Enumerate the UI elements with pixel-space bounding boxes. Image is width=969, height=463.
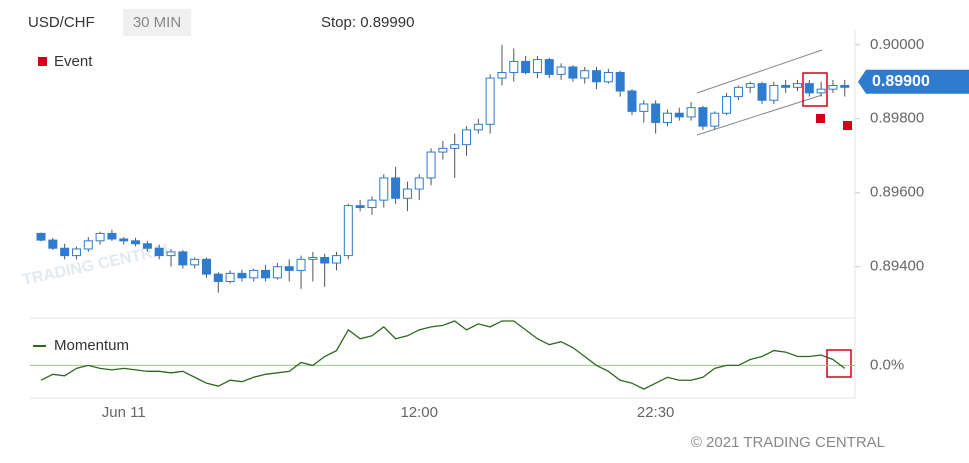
- candle-body: [769, 84, 779, 101]
- candle-body: [485, 77, 495, 125]
- last-price-label: 0.89900: [872, 73, 930, 90]
- y-tick-label: 0.0%: [870, 356, 904, 373]
- candle-body: [615, 72, 625, 92]
- candle-body: [391, 177, 401, 199]
- candle-body: [261, 269, 271, 279]
- candle-body: [225, 272, 235, 283]
- x-tick-label: Jun 11: [102, 404, 146, 421]
- candle-body: [107, 232, 117, 240]
- event-legend: Event: [54, 53, 93, 70]
- candle-body: [178, 251, 188, 266]
- candle-body: [497, 72, 507, 79]
- candle-body: [438, 147, 448, 153]
- candle-body: [142, 243, 152, 249]
- last-price-tag: [858, 69, 969, 94]
- candle-body: [249, 269, 259, 279]
- candle-body: [828, 84, 838, 90]
- candle-body: [509, 60, 519, 74]
- candle-body: [414, 177, 424, 190]
- stop-label: Stop: 0.89990: [321, 14, 414, 31]
- candle-body: [201, 258, 211, 275]
- y-tick-label: 0.90000: [870, 36, 924, 53]
- timeframe-box: [123, 9, 191, 36]
- candle-body: [473, 123, 483, 131]
- candle-body: [71, 248, 81, 257]
- candle-body: [674, 112, 684, 118]
- candle-body: [402, 188, 412, 199]
- candle-body: [426, 151, 436, 179]
- y-tick-label: 0.89400: [870, 258, 924, 275]
- candle-body: [166, 251, 176, 257]
- candle-body: [816, 88, 826, 94]
- candle-body: [272, 266, 282, 279]
- candle-body: [83, 240, 93, 250]
- candle-body: [580, 70, 590, 79]
- candle-body: [639, 103, 649, 112]
- channel-line: [696, 49, 823, 94]
- event-marker: [843, 121, 852, 130]
- candle-body: [686, 107, 696, 118]
- x-tick-label: 12:00: [400, 404, 438, 421]
- candle-body: [462, 129, 472, 146]
- candle-body: [722, 96, 732, 114]
- momentum-line: [40, 320, 846, 390]
- candle-body: [60, 247, 70, 257]
- x-tick-label: 22:30: [637, 404, 675, 421]
- candle-body: [213, 273, 223, 283]
- candle-body: [296, 258, 306, 271]
- candle-body: [237, 272, 247, 279]
- candle-body: [544, 59, 554, 75]
- candle-body: [532, 59, 542, 74]
- legend-label: Momentum: [54, 337, 129, 354]
- symbol: USD/CHF: [28, 14, 95, 31]
- watermark: TRADING CENTRAL: [21, 240, 175, 289]
- candle-body: [308, 256, 318, 260]
- timeframe: 30 MIN: [133, 14, 181, 31]
- candle-body: [662, 112, 672, 123]
- candle-body: [521, 60, 531, 74]
- candle-body: [367, 199, 377, 209]
- candle-body: [745, 83, 755, 88]
- candle-body: [450, 144, 460, 149]
- candle-body: [48, 239, 58, 249]
- candle-body: [733, 86, 743, 98]
- candle-body: [332, 255, 341, 264]
- candle-body: [131, 240, 141, 245]
- candle-body: [603, 72, 613, 83]
- candle-body: [154, 247, 164, 257]
- candle-body: [804, 83, 814, 94]
- event-legend-marker: [38, 57, 47, 66]
- candle-body: [36, 232, 46, 241]
- candle-body: [651, 103, 661, 123]
- y-tick-label: 0.89800: [870, 110, 924, 127]
- candle-body: [792, 83, 802, 88]
- candle-body: [757, 83, 767, 101]
- candle-body: [379, 177, 389, 201]
- candle-body: [710, 112, 720, 127]
- candle-body: [627, 90, 637, 112]
- candle-body: [119, 238, 129, 242]
- event-marker: [816, 114, 825, 123]
- candle-body: [343, 205, 353, 257]
- candle-body: [284, 266, 294, 271]
- signal-box: [802, 72, 828, 107]
- channel-line: [696, 94, 823, 136]
- signal-box: [826, 349, 852, 378]
- candle-body: [568, 66, 578, 79]
- copyright: © 2021 TRADING CENTRAL: [691, 434, 885, 451]
- candle-body: [698, 107, 708, 127]
- candle-body: [556, 66, 566, 75]
- candle-body: [355, 205, 365, 209]
- candle-body: [781, 84, 791, 88]
- candle-body: [95, 232, 105, 242]
- y-tick-label: 0.89600: [870, 184, 924, 201]
- candle-body: [320, 256, 330, 264]
- candle-body: [840, 84, 850, 88]
- candle-body: [190, 258, 200, 266]
- candle-body: [592, 70, 602, 83]
